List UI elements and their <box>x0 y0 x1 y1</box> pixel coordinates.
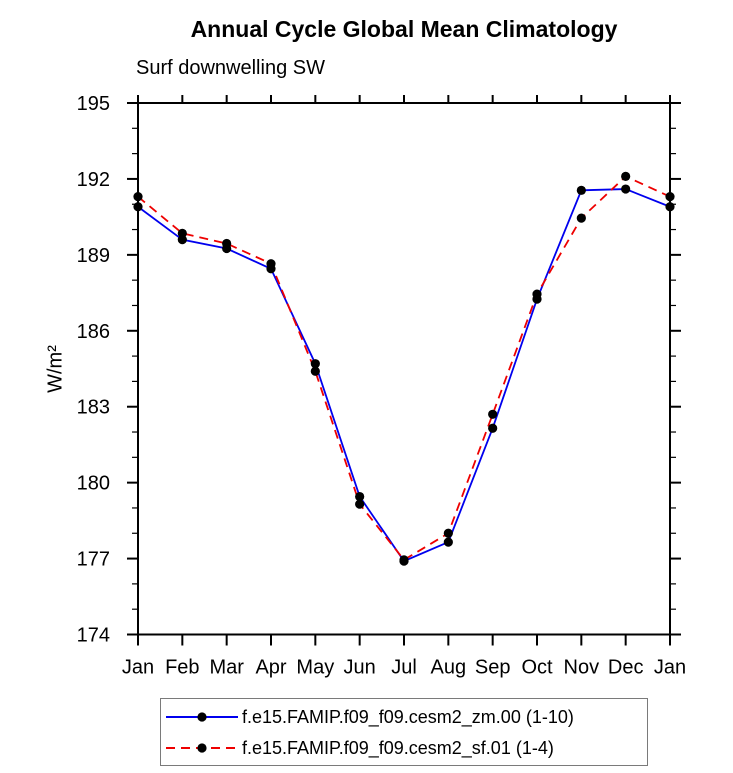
x-tick-label: Jan <box>654 657 686 679</box>
x-tick-label: Jul <box>391 657 417 679</box>
legend-line-sample-red <box>166 743 238 753</box>
x-tick-label: Jun <box>344 657 376 679</box>
y-tick-label: 177 <box>77 549 110 571</box>
legend-item-sf01: f.e15.FAMIP.f09_f09.cesm2_sf.01 (1-4) <box>164 733 554 763</box>
data-point-marker <box>443 528 453 538</box>
data-point-marker <box>621 171 631 181</box>
chart-title: Annual Cycle Global Mean Climatology <box>190 16 618 42</box>
y-tick-label: 192 <box>77 169 110 191</box>
data-point-marker <box>443 537 453 547</box>
x-tick-label: Apr <box>255 657 286 679</box>
x-tick-label: Jan <box>122 657 154 679</box>
data-point-marker <box>355 491 365 502</box>
legend-sample-marker <box>197 743 207 753</box>
data-point-marker <box>310 366 320 376</box>
data-point-marker <box>177 228 187 238</box>
axis-frame <box>137 102 671 636</box>
y-tick-label: 180 <box>77 473 110 495</box>
y-axis-title: W/m² <box>44 345 67 393</box>
series-line-sf01 <box>137 175 671 562</box>
y-tick-label: 186 <box>77 321 110 343</box>
data-point-marker <box>665 192 675 202</box>
x-tick-label: Sep <box>475 657 511 679</box>
y-tick-label: 195 <box>77 93 110 115</box>
legend-sample-marker <box>197 712 207 722</box>
data-point-marker <box>488 409 498 419</box>
legend-label: f.e15.FAMIP.f09_f09.cesm2_sf.01 (1-4) <box>242 737 554 758</box>
y-tick-label: 183 <box>77 397 110 419</box>
x-tick-label: Dec <box>608 657 644 679</box>
chart-subtitle: Surf downwelling SW <box>136 57 325 79</box>
data-point-marker <box>621 184 631 194</box>
y-tick-label: 174 <box>77 625 110 647</box>
x-tick-label: Mar <box>209 657 244 679</box>
data-point-marker <box>133 202 143 212</box>
y-tick-label: 189 <box>77 245 110 267</box>
data-point-marker <box>310 359 320 369</box>
data-point-marker <box>222 238 232 249</box>
data-point-marker <box>133 192 143 202</box>
data-point-marker <box>532 289 542 299</box>
legend-line-sample-blue <box>166 712 238 722</box>
data-point-marker <box>488 423 498 433</box>
data-point-marker <box>266 259 276 269</box>
x-tick-label: May <box>296 657 334 679</box>
x-tick-label: Oct <box>521 657 553 679</box>
data-point-marker <box>576 185 586 195</box>
data-point-marker <box>177 235 187 245</box>
data-point-marker <box>665 202 675 212</box>
legend-label: f.e15.FAMIP.f09_f09.cesm2_zm.00 (1-10) <box>242 706 574 727</box>
x-tick-label: Feb <box>165 657 199 679</box>
data-point-marker <box>576 213 586 223</box>
data-point-marker <box>355 499 365 509</box>
x-tick-label: Nov <box>564 657 600 679</box>
legend-item-zm00: f.e15.FAMIP.f09_f09.cesm2_zm.00 (1-10) <box>164 702 574 732</box>
legend-box: f.e15.FAMIP.f09_f09.cesm2_zm.00 (1-10) f… <box>160 698 648 766</box>
series-line-zm00 <box>137 188 671 563</box>
x-tick-label: Aug <box>431 657 467 679</box>
data-point-marker <box>399 555 409 565</box>
